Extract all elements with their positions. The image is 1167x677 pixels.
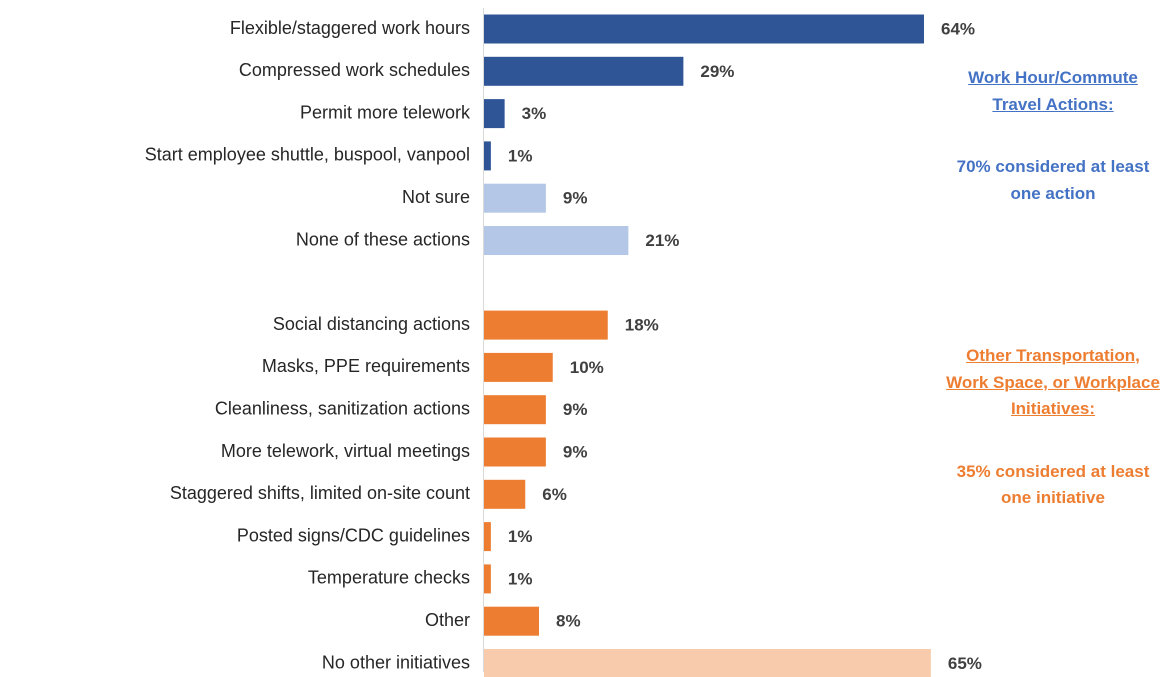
value-label: 10% [570,358,604,377]
value-label: 65% [948,654,982,673]
category-label: Not sure [402,187,470,207]
category-label: More telework, virtual meetings [221,441,470,461]
bar [484,522,491,552]
value-label: 3% [522,104,547,123]
bar [484,352,553,382]
category-label: Staggered shifts, limited on-site count [170,483,470,503]
value-label: 1% [508,569,533,588]
value-label: 1% [508,527,533,546]
category-label: Permit more telework [300,102,471,122]
bar [484,99,505,129]
bar [484,395,546,425]
value-label: 18% [625,316,659,335]
category-label: Posted signs/CDC guidelines [237,525,470,545]
value-label: 8% [556,612,581,631]
value-label: 64% [941,19,975,38]
value-label: 21% [645,231,679,250]
category-label: Temperature checks [308,568,470,588]
bar [484,564,491,594]
category-label: Compressed work schedules [239,60,470,80]
annotation-text: 70% considered at least one action [956,157,1150,203]
bar [484,226,629,255]
annotation: Other Transportation, Work Space, or Wor… [943,343,1163,512]
annotation: Work Hour/Commute Travel Actions: 70% co… [943,65,1163,207]
bar [484,310,608,340]
bar [484,649,931,677]
bar [484,183,546,213]
category-label: Social distancing actions [273,314,470,334]
bar [484,437,546,467]
annotation-title: Other Transportation, Work Space, or Wor… [946,346,1160,418]
value-label: 9% [563,400,588,419]
annotation-title: Work Hour/Commute Travel Actions: [968,68,1138,114]
value-label: 9% [563,442,588,461]
value-label: 9% [563,189,588,208]
value-label: 29% [700,62,734,81]
annotation-text: 35% considered at least one initiative [956,461,1150,508]
bar [484,141,491,171]
category-label: Masks, PPE requirements [262,356,470,376]
bar [484,14,924,44]
value-label: 6% [542,485,567,504]
bar [484,56,684,86]
value-label: 1% [508,146,533,165]
category-label: Start employee shuttle, buspool, vanpool [145,145,470,165]
category-label: Flexible/staggered work hours [230,18,470,38]
category-label: Cleanliness, sanitization actions [215,398,470,418]
category-label: No other initiatives [322,652,470,672]
category-label: None of these actions [296,229,470,249]
category-label: Other [425,610,470,630]
bar [484,606,539,636]
bar [484,479,526,509]
